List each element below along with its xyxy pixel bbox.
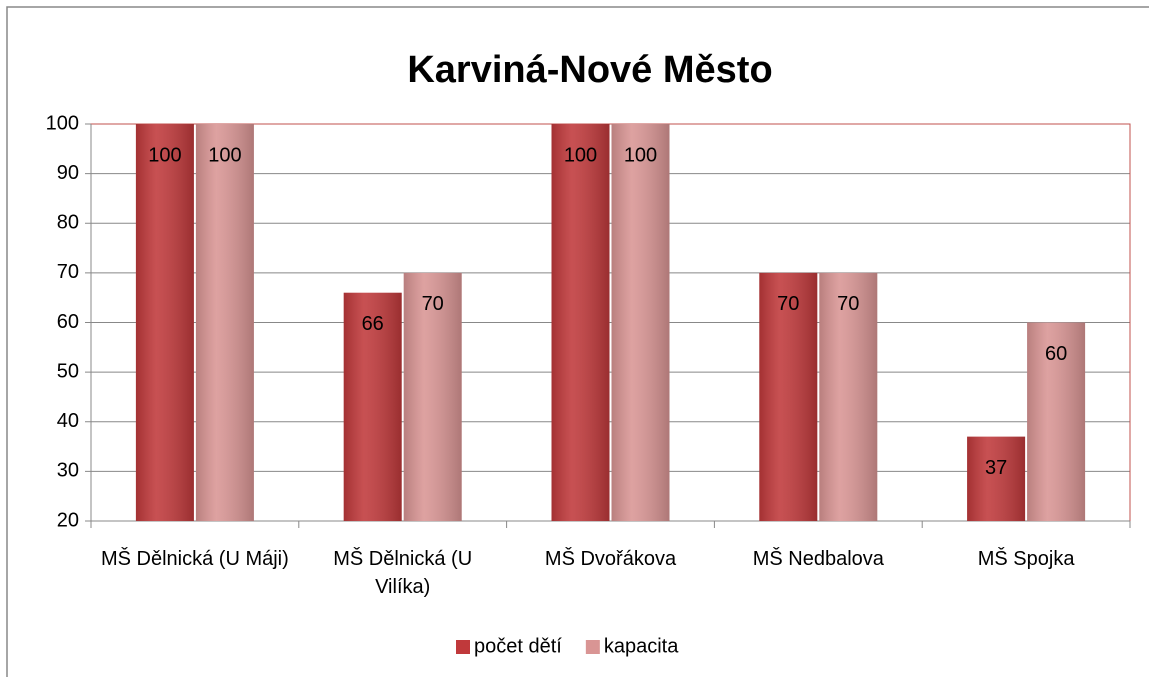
y-tick-label: 20 bbox=[57, 509, 79, 531]
bar-shade bbox=[611, 124, 670, 521]
bar-shade bbox=[403, 272, 462, 521]
legend-label: kapacita bbox=[604, 635, 679, 657]
bar-shade bbox=[1027, 322, 1086, 521]
bar-shade bbox=[343, 292, 402, 521]
legend-swatch bbox=[585, 640, 600, 654]
data-label: 37 bbox=[985, 457, 1007, 479]
x-tick-label: MŠ Nedbalova bbox=[752, 548, 884, 570]
bar-shade bbox=[551, 124, 610, 521]
y-tick-label: 40 bbox=[57, 410, 79, 432]
y-tick-label: 70 bbox=[57, 261, 79, 283]
legend-swatch bbox=[456, 640, 470, 654]
data-label: 100 bbox=[624, 144, 657, 166]
y-tick-label: 80 bbox=[57, 212, 79, 234]
data-label: 70 bbox=[837, 293, 859, 315]
chart-border bbox=[6, 6, 1149, 677]
y-tick-label: 30 bbox=[57, 460, 79, 482]
x-tick-label: MŠ Dvořákova bbox=[544, 548, 677, 570]
x-tick-label: MŠ Spojka bbox=[977, 548, 1075, 570]
bar-shade bbox=[967, 436, 1026, 521]
legend-label: počet dětí bbox=[474, 635, 562, 657]
data-label: 70 bbox=[777, 293, 799, 315]
y-tick-label: 50 bbox=[57, 360, 79, 382]
y-tick-label: 100 bbox=[46, 112, 79, 134]
data-label: 70 bbox=[422, 293, 444, 315]
data-label: 100 bbox=[208, 144, 241, 166]
chart-title: Karviná-Nové Město bbox=[407, 49, 772, 91]
bar-shade bbox=[135, 124, 194, 521]
x-tick-label: MŠ Dělnická (U Máji) bbox=[100, 548, 289, 570]
data-label: 100 bbox=[564, 144, 597, 166]
bar-shade bbox=[819, 272, 878, 521]
y-tick-label: 60 bbox=[57, 311, 79, 333]
data-label: 100 bbox=[148, 144, 181, 166]
data-label: 66 bbox=[362, 313, 384, 335]
data-label: 60 bbox=[1045, 343, 1067, 365]
bar-shade bbox=[195, 124, 254, 521]
y-tick-label: 90 bbox=[57, 162, 79, 184]
bar-shade bbox=[759, 272, 818, 521]
x-tick-label: MŠ Dělnická (U Vilíka) bbox=[333, 548, 473, 598]
